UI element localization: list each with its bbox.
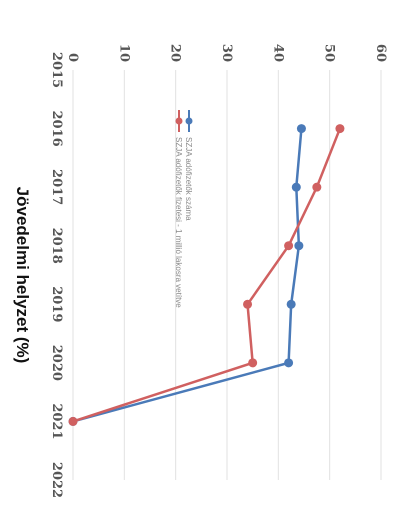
x-tick-label: 2020 [49,345,64,381]
data-point [284,241,293,250]
x-tick-label: 2019 [49,286,64,322]
grid-lines [73,70,381,480]
legend-item: SZJA adófizetők száma [184,110,193,221]
legend-swatch-marker [176,118,183,125]
y-tick-label: 0 [65,53,80,62]
data-point [294,241,303,250]
x-tick-label: 2015 [49,52,64,88]
data-point [292,183,301,192]
y-tick-label: 10 [116,44,131,62]
y-tick-label: 60 [373,44,388,62]
legend-swatch-marker [186,118,193,125]
y-tick-label: 40 [270,44,285,62]
series-2 [69,124,345,426]
x-tick-label: 2018 [49,228,64,264]
y-tick-label: 20 [168,44,183,62]
data-point [312,183,321,192]
data-point [297,124,306,133]
series-layer [69,124,345,426]
data-point [284,358,293,367]
x-tick-label: 2017 [49,169,64,205]
data-point [287,300,296,309]
x-tick-label: 2016 [49,110,64,146]
data-point [243,300,252,309]
legend-item: SZJA adófizetők fizetési - 1 millió lako… [174,110,183,308]
x-tick-label: 2021 [49,403,64,439]
chart-title: Jövedelmi helyzet (%) [13,187,32,364]
data-point [69,417,78,426]
series-line [73,129,340,422]
x-tick-label: 2022 [49,462,64,498]
data-point [335,124,344,133]
legend-label: SZJA adófizetők fizetési - 1 millió lako… [174,137,183,308]
y-tick-label: 50 [322,44,337,62]
legend-label: SZJA adófizetők száma [184,137,193,221]
y-axis-tick-labels: 0 10 20 30 40 50 60 [65,44,388,62]
y-tick-label: 30 [219,44,234,62]
data-point [248,358,257,367]
x-axis-tick-labels: 2015 2016 2017 2018 2019 2020 2021 2022 [49,52,64,498]
